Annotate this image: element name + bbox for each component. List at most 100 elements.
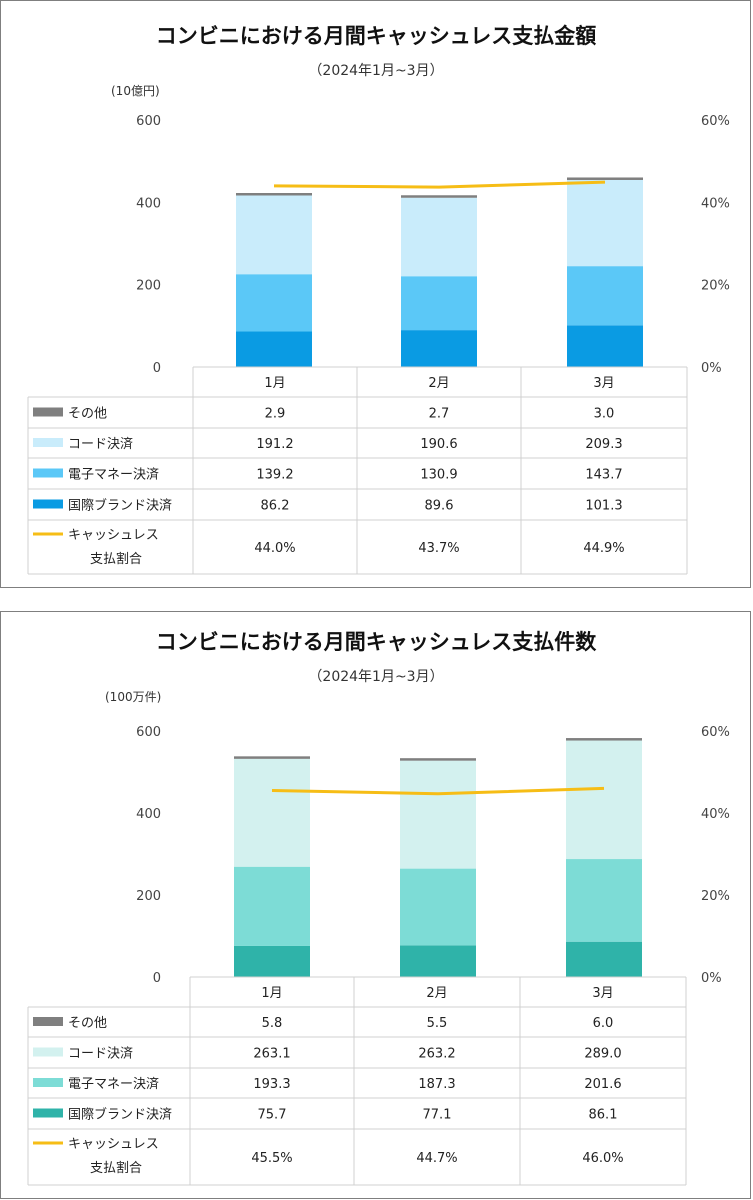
table-cell: 209.3 (585, 437, 622, 452)
y2-tick-label: 0% (701, 971, 722, 986)
bar-segment (566, 740, 642, 860)
ratio-line (271, 786, 605, 796)
chart-svg-count: コンビニにおける月間キャッシュレス支払件数 （2024年1月~3月） (100万… (27, 630, 730, 1186)
y-tick-label: 0 (153, 971, 161, 986)
table-cell: 5.5 (427, 1016, 448, 1031)
legend-swatch (33, 1108, 63, 1118)
table-cell: 190.6 (420, 437, 457, 452)
bar-segment (234, 945, 310, 977)
bar-segment (236, 331, 312, 367)
table-cell: 289.0 (584, 1047, 621, 1062)
y-tick-label: 600 (136, 725, 161, 740)
bar-segment (401, 330, 477, 367)
chart-title: コンビニにおける月間キャッシュレス支払件数 (156, 630, 598, 654)
y2-tick-label: 60% (701, 725, 730, 740)
table-header-month: 3月 (593, 376, 614, 391)
table-cell: 44.9% (583, 541, 624, 556)
table-cell: 263.2 (418, 1047, 455, 1062)
table-row-label: コード決済 (68, 436, 133, 452)
legend-swatch (33, 1017, 63, 1026)
bar-segment (566, 941, 642, 977)
legend-swatch (33, 407, 63, 417)
table-header-month: 1月 (261, 986, 282, 1001)
table-cell: 2.7 (429, 407, 450, 422)
table-header-month: 3月 (592, 986, 613, 1001)
table-row-label: キャッシュレス (68, 528, 159, 543)
chart-title: コンビニにおける月間キャッシュレス支払金額 (156, 24, 597, 48)
bar-segment (236, 192, 312, 196)
table-row-label: キャッシュレス (68, 1137, 159, 1152)
table-cell: 43.7% (418, 541, 459, 556)
y-tick-label: 400 (136, 196, 161, 211)
table-cell: 75.7 (258, 1108, 287, 1123)
table-row-label: 国際ブランド決済 (68, 1107, 172, 1123)
table-header-month: 2月 (426, 986, 447, 1001)
table-row-label: 支払割合 (90, 551, 142, 567)
table-row-label: コード決済 (68, 1046, 133, 1062)
legend-swatch (33, 1078, 63, 1087)
table-cell: 187.3 (418, 1077, 455, 1092)
table-cell: 89.6 (425, 499, 454, 514)
y-axis-unit: (100万件) (105, 690, 161, 704)
table-cell: 44.0% (254, 541, 295, 556)
table-row-label: 支払割合 (90, 1160, 142, 1176)
table-row-label: 電子マネー決済 (68, 467, 159, 483)
y-tick-label: 200 (136, 279, 161, 294)
table-cell: 143.7 (585, 468, 622, 483)
bar-segment (400, 945, 476, 977)
bar-segment (400, 868, 476, 946)
bar-segment (567, 177, 643, 180)
chart-subtitle: （2024年1月~3月） (308, 669, 443, 685)
bar-segment (567, 266, 643, 326)
bar-segment (400, 758, 476, 761)
table-cell: 45.5% (251, 1151, 292, 1166)
table-header-month: 2月 (428, 376, 449, 391)
table-row-label: その他 (68, 407, 107, 422)
y2-tick-label: 20% (701, 279, 730, 294)
legend-swatch (33, 468, 63, 478)
bar-segment (567, 179, 643, 267)
table-cell: 263.1 (253, 1047, 290, 1062)
table-cell: 86.1 (589, 1108, 618, 1123)
table-cell: 6.0 (593, 1016, 614, 1031)
bar-segment (567, 325, 643, 367)
bar-segment (400, 760, 476, 869)
table-cell: 2.9 (265, 407, 286, 422)
table-header-month: 1月 (264, 376, 285, 391)
table-cell: 130.9 (420, 468, 457, 483)
table-cell: 86.2 (261, 499, 290, 514)
y-tick-label: 600 (136, 114, 161, 129)
table-row-label: 国際ブランド決済 (68, 498, 172, 514)
table-cell: 139.2 (256, 468, 293, 483)
legend-swatch (33, 438, 63, 447)
bar-segment (566, 738, 642, 741)
table-cell: 77.1 (423, 1108, 452, 1123)
chart-panel-count: コンビニにおける月間キャッシュレス支払件数 （2024年1月~3月） (100万… (0, 611, 751, 1199)
table-cell: 191.2 (256, 437, 293, 452)
bar-segment (401, 195, 477, 198)
bar-segment (236, 195, 312, 275)
bar-segment (236, 274, 312, 332)
legend-swatch (33, 1047, 63, 1057)
y2-tick-label: 60% (701, 114, 730, 129)
table-row-label: 電子マネー決済 (68, 1076, 159, 1092)
bar-segment (234, 866, 310, 946)
bar-segment (401, 197, 477, 277)
legend-swatch (33, 499, 63, 509)
bar-segment (566, 859, 642, 942)
y2-tick-label: 0% (701, 361, 722, 376)
table-cell: 44.7% (416, 1151, 457, 1166)
y-tick-label: 200 (136, 889, 161, 904)
bar-segment (234, 758, 310, 867)
y-axis-unit: (10億円) (111, 84, 160, 98)
ratio-line (273, 180, 606, 189)
chart-subtitle: （2024年1月~3月） (308, 63, 443, 79)
y2-tick-label: 40% (701, 807, 730, 822)
bar-segment (401, 276, 477, 331)
table-cell: 46.0% (582, 1151, 623, 1166)
chart-panel-amount: コンビニにおける月間キャッシュレス支払金額 （2024年1月~3月） (10億円… (0, 0, 751, 588)
y2-tick-label: 20% (701, 889, 730, 904)
table-cell: 5.8 (262, 1016, 283, 1031)
table-row-label: その他 (68, 1016, 107, 1031)
table-cell: 3.0 (594, 407, 615, 422)
